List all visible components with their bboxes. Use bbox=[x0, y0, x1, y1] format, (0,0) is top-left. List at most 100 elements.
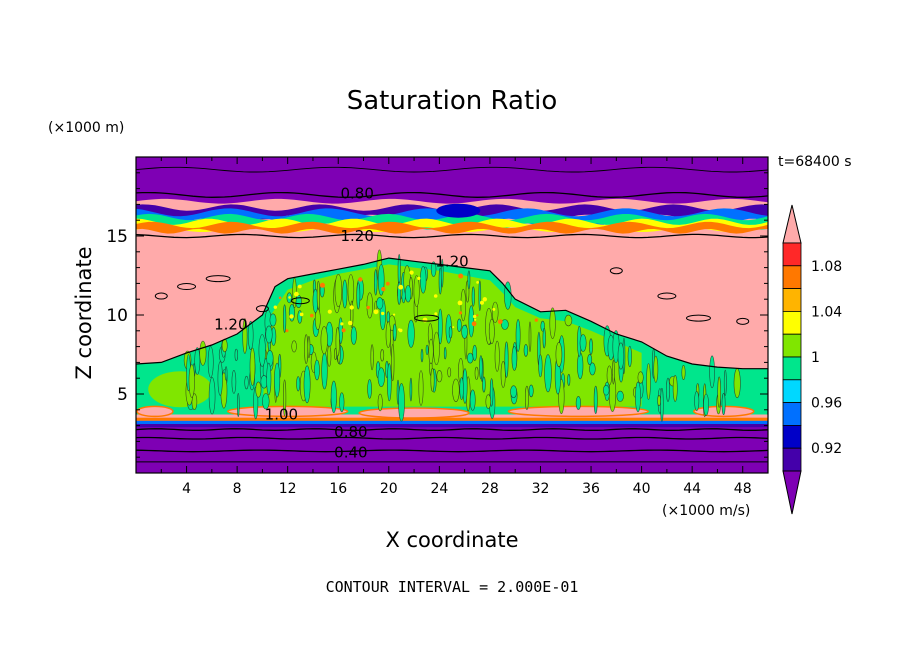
field-streak bbox=[447, 367, 452, 378]
field-streak bbox=[249, 347, 256, 386]
x-tick-label: 36 bbox=[582, 481, 600, 497]
colorbar-extend-top bbox=[782, 204, 802, 244]
field-fleck bbox=[452, 326, 455, 329]
field-patch-dark-blue bbox=[436, 203, 481, 218]
field-streak bbox=[296, 376, 301, 392]
field-streak bbox=[709, 355, 715, 389]
field-band-base-dark bbox=[136, 424, 768, 428]
x-tick-label: 8 bbox=[233, 481, 242, 497]
y-axis-unit: (×1000 m) bbox=[48, 120, 125, 136]
field-streak bbox=[307, 336, 311, 359]
field-streak bbox=[646, 363, 651, 400]
x-tick-label: 4 bbox=[182, 481, 191, 497]
field-streak bbox=[733, 368, 741, 399]
field-streak bbox=[472, 344, 478, 361]
field-pocket-pink-1 bbox=[358, 407, 470, 419]
field-streak bbox=[635, 381, 641, 413]
field-streak bbox=[194, 347, 201, 375]
field-streak bbox=[288, 304, 295, 322]
colorbar-extend-bottom bbox=[782, 470, 802, 515]
field-fleck bbox=[534, 318, 538, 322]
field-fleck bbox=[480, 300, 484, 305]
field-fleck bbox=[398, 328, 403, 333]
field-streak bbox=[262, 393, 270, 410]
field-streak bbox=[538, 354, 543, 378]
field-streak bbox=[339, 392, 345, 413]
field-streak bbox=[392, 323, 397, 342]
field-fleck bbox=[458, 311, 463, 315]
contour-line-pocket bbox=[736, 317, 750, 325]
field-streak bbox=[577, 352, 584, 380]
field-streak bbox=[428, 338, 434, 365]
field-streak bbox=[437, 308, 443, 345]
field-streak bbox=[404, 285, 412, 303]
x-tick-label: 48 bbox=[734, 481, 752, 497]
field-streak bbox=[482, 376, 486, 393]
x-tick-label: 44 bbox=[683, 481, 701, 497]
field-streak bbox=[528, 384, 534, 398]
field-streak bbox=[366, 292, 373, 319]
field-fleck bbox=[366, 305, 370, 310]
field-streak bbox=[303, 365, 311, 404]
field-streak bbox=[579, 334, 587, 352]
field-streak bbox=[237, 392, 240, 417]
x-tick-label: 40 bbox=[633, 481, 651, 497]
field-streak bbox=[269, 313, 277, 327]
field-streak bbox=[589, 362, 596, 376]
field-streak bbox=[265, 325, 273, 344]
field-streak bbox=[224, 366, 228, 381]
contour-label: 1.20 bbox=[340, 227, 373, 245]
contour-line-pocket bbox=[609, 267, 623, 275]
colorbar-swatch bbox=[782, 310, 802, 335]
field-streak bbox=[231, 369, 237, 394]
field-fleck bbox=[381, 286, 386, 292]
field-streak bbox=[525, 385, 529, 411]
field-streak bbox=[342, 279, 348, 309]
x-tick-label: 12 bbox=[279, 481, 297, 497]
field-band-base-orange bbox=[136, 417, 768, 421]
field-streak bbox=[347, 274, 355, 306]
field-streak bbox=[460, 288, 466, 322]
field-streak bbox=[452, 378, 460, 402]
field-fleck bbox=[393, 313, 396, 316]
field-streak bbox=[627, 345, 632, 368]
field-streak bbox=[567, 373, 571, 386]
field-streak bbox=[334, 273, 343, 308]
colorbar: 0.92 0.96 1 1.04 1.08 bbox=[782, 204, 842, 515]
field-streak bbox=[471, 286, 475, 307]
field-streak bbox=[234, 348, 239, 362]
field-fleck bbox=[434, 312, 438, 316]
colorbar-swatch bbox=[782, 424, 802, 449]
field-streak bbox=[207, 346, 214, 378]
field-streak bbox=[617, 342, 625, 370]
field-streak bbox=[283, 304, 287, 333]
field-fleck bbox=[398, 284, 404, 290]
field-streak bbox=[564, 314, 573, 327]
field-fleck bbox=[473, 314, 477, 319]
field-streak bbox=[266, 362, 272, 396]
contour-line-pocket bbox=[255, 305, 269, 313]
field-streak bbox=[721, 392, 726, 415]
field-streak bbox=[420, 266, 427, 294]
contour-line-pocket bbox=[154, 292, 168, 300]
field-streak bbox=[510, 385, 517, 399]
colorbar-swatch bbox=[782, 333, 802, 358]
field-streak bbox=[666, 377, 670, 402]
colorbar-swatch bbox=[782, 379, 802, 403]
colorbar-label: 1 bbox=[811, 350, 820, 366]
field-streak bbox=[469, 389, 476, 411]
contour-line-pocket bbox=[657, 292, 677, 300]
contour-line-pocket bbox=[177, 283, 197, 291]
field-streak bbox=[612, 359, 615, 385]
field-streak bbox=[479, 355, 483, 380]
field-streak bbox=[386, 363, 392, 402]
field-fleck bbox=[497, 319, 503, 325]
field-fleck bbox=[278, 296, 282, 300]
chart-title: Saturation Ratio bbox=[346, 86, 558, 116]
field-streak bbox=[283, 379, 287, 417]
colorbar-swatch bbox=[782, 242, 802, 267]
contour-labels: 0.80 1.20 1.20 1.20 0.80 0.40 1.00 bbox=[214, 184, 469, 461]
colorbar-swatch bbox=[782, 402, 802, 426]
